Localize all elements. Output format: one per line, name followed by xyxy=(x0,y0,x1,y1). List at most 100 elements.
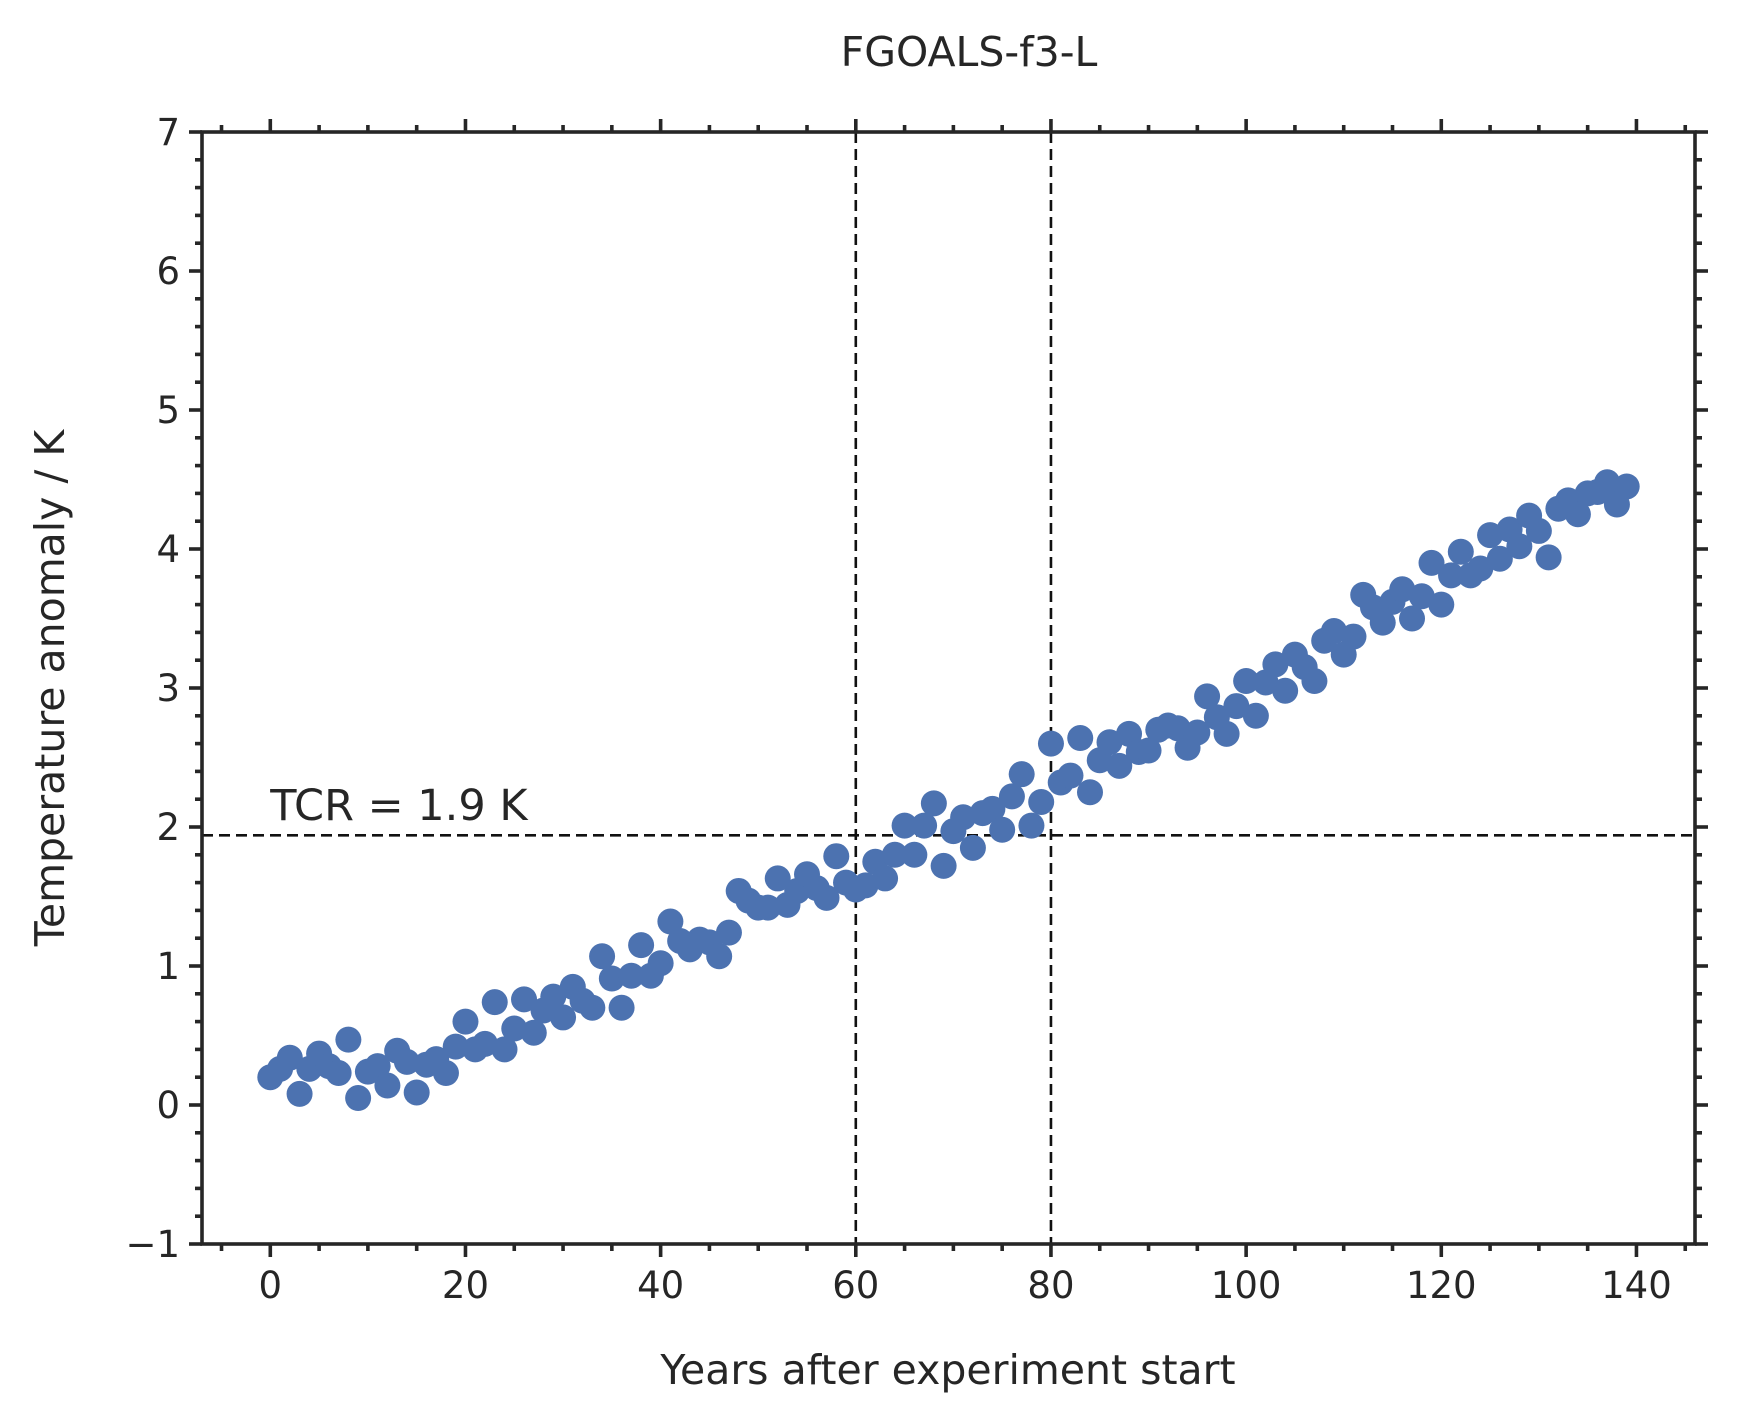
data-point xyxy=(1037,730,1064,757)
x-tick-label: 80 xyxy=(1027,1264,1074,1307)
data-point xyxy=(891,812,918,839)
data-point xyxy=(1594,469,1621,496)
data-point xyxy=(1428,591,1455,618)
data-point xyxy=(1272,677,1299,704)
chart-title: FGOALS-f3-L xyxy=(841,28,1098,76)
y-tick-label: 1 xyxy=(156,945,180,988)
data-point xyxy=(1067,725,1094,752)
y-tick-label: −1 xyxy=(125,1223,180,1266)
data-point xyxy=(920,790,947,817)
x-axis-label: Years after experiment start xyxy=(659,1346,1235,1394)
x-tick-label: 60 xyxy=(832,1264,879,1307)
data-point xyxy=(335,1026,362,1053)
data-point xyxy=(511,986,538,1013)
data-point xyxy=(1096,729,1123,756)
data-point xyxy=(1106,752,1133,779)
data-point xyxy=(325,1060,352,1087)
y-tick-label: 3 xyxy=(156,667,180,710)
x-tick-label: 120 xyxy=(1406,1264,1477,1307)
data-point xyxy=(618,962,645,989)
data-point xyxy=(881,841,908,868)
data-point xyxy=(276,1044,303,1071)
data-point xyxy=(706,943,733,970)
data-point xyxy=(979,795,1006,822)
tick-labels: 0 20 40 60 80 100 120 140 −1 0 1 2 3 4 5 6 7 xyxy=(125,111,1671,1307)
data-point xyxy=(1477,522,1504,549)
data-point xyxy=(989,816,1016,843)
data-point xyxy=(628,932,655,959)
data-point xyxy=(403,1079,430,1106)
y-axis-label: Temperature anomaly / K xyxy=(26,429,74,948)
tcr-annotation: TCR = 1.9 K xyxy=(269,781,529,831)
data-point xyxy=(286,1080,313,1107)
y-tick-label: 7 xyxy=(156,111,180,154)
data-point xyxy=(1564,501,1591,528)
data-point xyxy=(432,1060,459,1087)
x-tick-label: 140 xyxy=(1601,1264,1672,1307)
data-point xyxy=(823,843,850,870)
data-point xyxy=(1233,668,1260,695)
data-point xyxy=(452,1008,479,1035)
y-tick-label: 5 xyxy=(156,389,180,432)
data-point xyxy=(1213,720,1240,747)
data-point xyxy=(950,804,977,831)
data-point xyxy=(1223,693,1250,720)
data-point xyxy=(930,852,957,879)
data-point xyxy=(1028,788,1055,815)
data-point xyxy=(1194,683,1221,710)
data-point xyxy=(491,1036,518,1063)
x-tick-label: 40 xyxy=(637,1264,684,1307)
data-point xyxy=(1184,719,1211,746)
data-point xyxy=(911,812,938,839)
x-tick-label: 100 xyxy=(1211,1264,1282,1307)
data-point xyxy=(1418,549,1445,576)
data-point xyxy=(1262,651,1289,678)
data-point xyxy=(1018,812,1045,839)
data-point xyxy=(998,783,1025,810)
x-tick-label: 0 xyxy=(259,1264,283,1307)
data-point xyxy=(1399,605,1426,632)
data-point xyxy=(550,1004,577,1031)
y-tick-label: 6 xyxy=(156,250,180,293)
data-point xyxy=(764,865,791,892)
data-point xyxy=(1076,779,1103,806)
data-point xyxy=(959,834,986,861)
data-point xyxy=(579,994,606,1021)
data-point xyxy=(1008,761,1035,788)
data-point xyxy=(608,994,635,1021)
data-point xyxy=(540,983,567,1010)
y-tick-label: 2 xyxy=(156,806,180,849)
data-point xyxy=(374,1072,401,1099)
y-tick-label: 4 xyxy=(156,528,180,571)
data-point xyxy=(813,884,840,911)
data-point xyxy=(481,989,508,1016)
data-point xyxy=(345,1085,372,1112)
data-point xyxy=(364,1053,391,1080)
data-point xyxy=(471,1030,498,1057)
data-point xyxy=(1320,618,1347,645)
x-tick-label: 20 xyxy=(442,1264,489,1307)
data-point xyxy=(1135,737,1162,764)
y-tick-label: 0 xyxy=(156,1084,180,1127)
data-point xyxy=(754,894,781,921)
data-point xyxy=(1438,562,1465,589)
data-point xyxy=(393,1048,420,1075)
data-point xyxy=(1506,533,1533,560)
data-point xyxy=(501,1015,528,1042)
data-point xyxy=(1467,555,1494,582)
data-point xyxy=(1408,583,1435,610)
data-point xyxy=(1535,544,1562,571)
data-point xyxy=(852,872,879,899)
plot-frame xyxy=(200,130,1697,1246)
data-point xyxy=(1369,609,1396,636)
data-point xyxy=(1301,668,1328,695)
data-point xyxy=(715,919,742,946)
data-point xyxy=(657,908,684,935)
data-point xyxy=(1057,762,1084,789)
data-point xyxy=(872,865,899,892)
data-point xyxy=(1486,545,1513,572)
data-points xyxy=(257,469,1640,1112)
data-point xyxy=(442,1033,469,1060)
data-point xyxy=(589,943,616,970)
